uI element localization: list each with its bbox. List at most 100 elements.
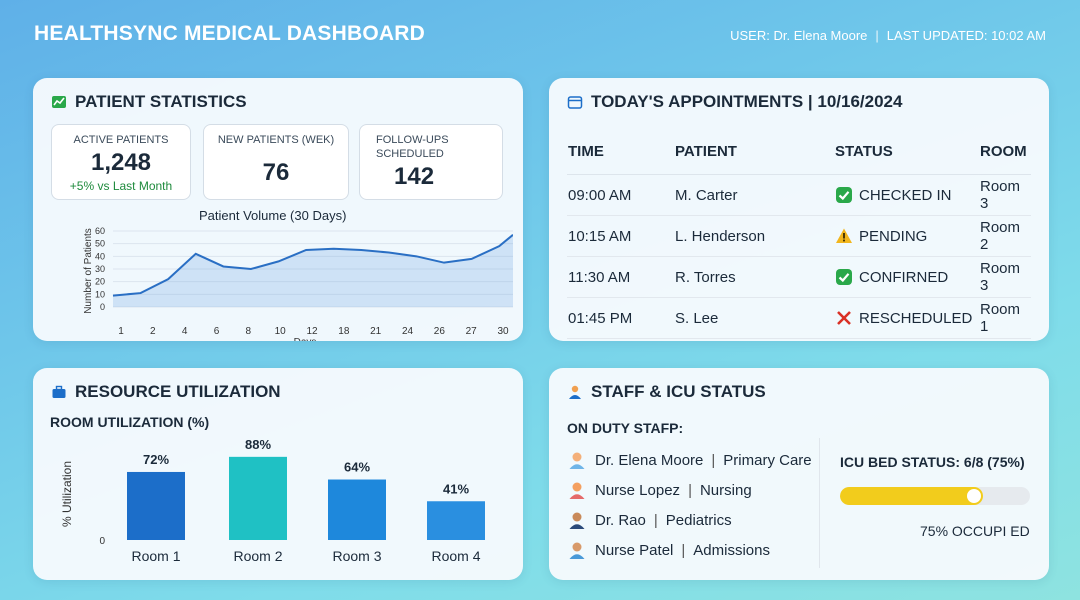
bar — [127, 471, 185, 540]
x-tick-label: 26 — [434, 326, 446, 337]
check-icon — [835, 186, 853, 204]
followups-stat: FOLLOW-UPS SCHEDULED 142 — [359, 124, 503, 200]
appt-patient: R. Torres — [674, 256, 834, 298]
resource-utilization-title: RESOURCE UTILIZATION — [51, 382, 281, 402]
appt-time: 10:15 AM — [567, 215, 674, 257]
status-text: CHECKED IN — [859, 186, 952, 204]
appt-room: Room 3 — [979, 256, 1031, 298]
staff-member: Dr. Elena Moore | Primary Care — [567, 450, 812, 470]
cross-icon — [835, 309, 853, 327]
appointments-table: TIME PATIENT STATUS ROOM 09:00 AM M. Cart… — [567, 128, 1031, 339]
icu-progress-fill — [840, 487, 983, 505]
staff-dept: Admissions — [693, 541, 770, 559]
female-nurse-icon — [569, 482, 585, 499]
staff-name: Nurse Lopez — [595, 481, 681, 499]
appt-time: 09:00 AM — [567, 174, 674, 216]
card-title-text: PATIENT STATISTICS — [75, 92, 247, 111]
x-tick-label: 6 — [214, 326, 220, 337]
table-row: 09:00 AM M. Carter CHECKED IN Room 3 — [567, 174, 1031, 216]
appt-room: Room 2 — [979, 215, 1031, 257]
last-updated: LAST UPDATED: 10:02 AM — [886, 28, 1046, 43]
y-tick-label: 10 — [95, 289, 105, 299]
status-text: CONFIRNED — [859, 268, 949, 286]
bar-value-label: 41% — [443, 481, 469, 496]
active-patients-stat: ACTIVE PATIENTS 1,248 +5% vs Last Month — [51, 124, 191, 200]
staff-separator: | — [711, 451, 716, 469]
appt-status: PENDING — [834, 215, 979, 257]
icu-bed-status: ICU BED STATUS: 6/8 (75%) — [840, 454, 1025, 470]
col-patient: PATIENT — [674, 128, 834, 175]
table-row: 10:15 AM L. Henderson PENDING Room 2 — [567, 215, 1031, 257]
staff-dept: Nursing — [699, 481, 752, 499]
stat-value: 76 — [262, 159, 290, 186]
room-utilization-chart: % Utilization 0 72% Room 1 88% Room 2 64% Room … — [60, 437, 485, 564]
stat-label: NEW PATIENTS (WEK) — [217, 134, 335, 146]
bar-category-label: Room 3 — [332, 548, 381, 564]
dashboard-title: HEALTHSYNC MEDICAL DASHBOARD — [34, 22, 425, 45]
bar-value-label: 72% — [143, 452, 169, 467]
stat-label: ACTIVE PATIENTS — [73, 134, 169, 146]
x-tick-label: 12 — [306, 326, 318, 337]
staff-icu-divider — [819, 438, 820, 568]
room-utilization-subtitle: ROOM UTILIZATION (%) — [50, 414, 210, 430]
appt-status: CONFIRNED — [834, 256, 979, 298]
stat-label-line1: FOLLOW-UPS — [376, 134, 449, 146]
staff-icu-title: STAFF & ICU STATUS — [567, 382, 766, 402]
staff-separator: | — [688, 481, 692, 499]
x-tick-label: 1 — [118, 326, 124, 337]
user-label: USER: Dr. Elena Moore — [730, 28, 868, 43]
area-fill — [113, 234, 513, 307]
calendar-icon — [567, 96, 583, 109]
card-title-text: TODAY'S APPOINTMENTS | 10/16/2024 — [591, 92, 903, 111]
patient-statistics-card: PATIENT STATISTICS ACTIVE PATIENTS 1,248… — [33, 78, 523, 341]
resource-utilization-card: RESOURCE UTILIZATION ROOM UTILIZATION (%… — [33, 368, 523, 580]
appt-time: 01:45 PM — [567, 297, 674, 339]
appt-patient: M. Carter — [674, 174, 834, 216]
x-tick-label: 21 — [370, 326, 382, 337]
table-row: 01:45 PM S. Lee RESCHEDULED Room 1 — [567, 297, 1031, 339]
patient-statistics-title: PATIENT STATISTICS — [51, 92, 247, 112]
bar-value-label: 88% — [245, 437, 271, 452]
bar — [328, 479, 386, 540]
x-tick-label: 10 — [275, 326, 287, 337]
appointments-title: TODAY'S APPOINTMENTS | 10/16/2024 — [567, 92, 902, 112]
header-meta: USER: Dr. Elena Moore | LAST UPDATED: 10:0… — [730, 28, 1046, 43]
staff-member: Nurse Patel | Admissions — [567, 540, 770, 560]
staff-dept: Primary Care — [723, 451, 812, 469]
appt-status: RESCHEDULED — [834, 297, 979, 339]
staff-name: Dr. Rao — [595, 511, 646, 529]
bar — [229, 456, 287, 540]
stats-chart-icon — [52, 96, 66, 108]
card-title-text: STAFF & ICU STATUS — [591, 382, 766, 401]
x-tick-label: 8 — [246, 326, 252, 337]
y-tick-label: 0 — [100, 302, 105, 312]
appt-patient: S. Lee — [674, 297, 834, 339]
y-tick-label: 50 — [95, 239, 105, 249]
stat-value: 142 — [394, 163, 435, 190]
warning-icon — [835, 227, 853, 245]
staff-member: Dr. Rao | Pediatrics — [567, 510, 732, 530]
status-text: PENDING — [859, 227, 928, 245]
y-axis-label: % Utilization — [60, 461, 74, 527]
staff-dept: Pediatrics — [665, 511, 732, 529]
staff-separator: | — [681, 541, 686, 559]
status-text: RESCHEDULED — [859, 309, 973, 327]
x-tick-label: 4 — [182, 326, 188, 337]
x-tick-label: 2 — [150, 326, 156, 337]
y-tick-label: 0 — [99, 536, 105, 547]
staff-separator: | — [653, 511, 658, 529]
x-axis-label: Days — [294, 337, 317, 341]
x-tick-label: 27 — [466, 326, 478, 337]
progress-knob — [966, 489, 981, 503]
appt-time: 11:30 AM — [567, 256, 674, 298]
on-duty-label: ON DUTY STAFP: — [567, 420, 684, 436]
staff-name: Nurse Patel — [595, 541, 674, 559]
x-tick-label: 18 — [338, 326, 350, 337]
bar-value-label: 64% — [344, 460, 370, 475]
female-doctor-icon — [569, 452, 585, 469]
series-line — [112, 234, 513, 297]
staff-name: Dr. Elena Moore — [595, 451, 704, 469]
table-row: 11:30 AM R. Torres CONFIRNED Room 3 — [567, 256, 1031, 298]
col-time: TIME — [567, 128, 674, 175]
